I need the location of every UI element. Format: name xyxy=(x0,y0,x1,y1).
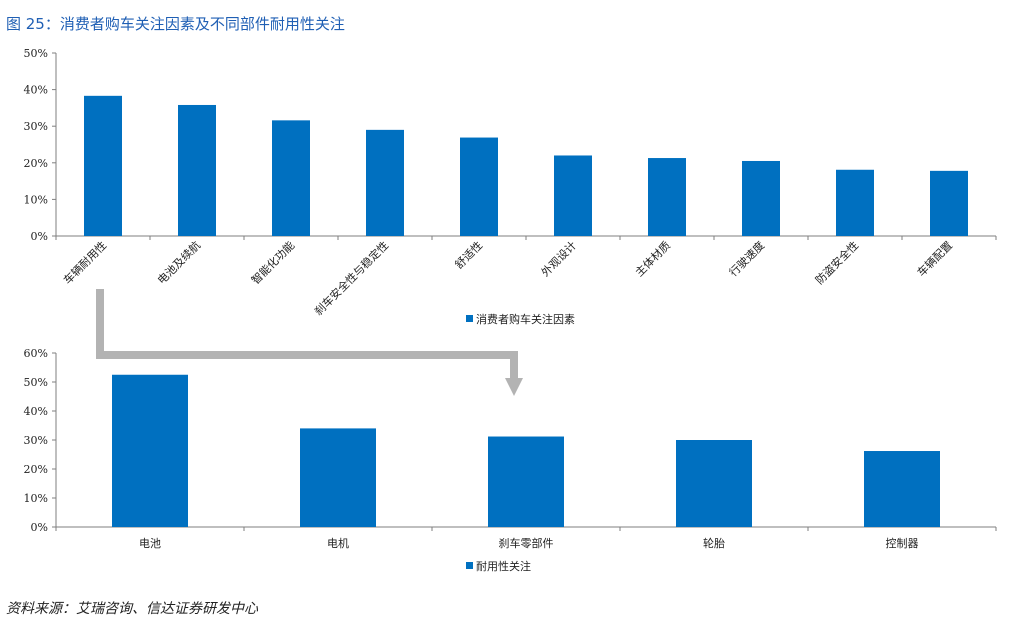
y-tick-label: 30% xyxy=(24,120,48,133)
x-category-label: 轮胎 xyxy=(703,536,725,550)
bar xyxy=(300,428,376,527)
bar xyxy=(460,137,498,236)
legend-label: 耐用性关注 xyxy=(476,559,531,573)
bar xyxy=(112,374,188,527)
figure-source: 资料来源：艾瑞咨询、信达证券研发中心 xyxy=(6,601,258,617)
x-category-label: 主体材质 xyxy=(632,238,673,279)
x-category-label: 智能化功能 xyxy=(248,238,297,287)
y-tick-label: 40% xyxy=(24,405,48,418)
figure-title: 图 25：消费者购车关注因素及不同部件耐用性关注 xyxy=(6,15,345,33)
y-tick-label: 0% xyxy=(31,230,48,243)
x-category-label: 行驶速度 xyxy=(726,238,767,279)
bar xyxy=(272,120,310,236)
bar xyxy=(836,169,874,236)
x-category-label: 刹车零部件 xyxy=(499,536,554,550)
top-bar-chart: 0% 10% 20% 30% 40% 50% 车辆耐用性 电池及续航 智能化功能 刹车安全性与稳定… xyxy=(24,47,997,326)
x-category-label: 车辆耐用性 xyxy=(60,238,109,287)
x-category-label: 车辆配置 xyxy=(914,238,955,279)
x-category-label: 外观设计 xyxy=(539,239,579,279)
y-tick-label: 50% xyxy=(24,376,48,389)
y-tick-label: 0% xyxy=(31,521,48,534)
bar xyxy=(84,95,122,237)
y-tick-label: 20% xyxy=(24,463,48,476)
bar xyxy=(366,129,404,236)
x-category-label: 电池 xyxy=(139,537,161,550)
y-tick-label: 50% xyxy=(24,47,48,60)
y-tick-label: 40% xyxy=(24,84,48,97)
bar xyxy=(742,160,780,236)
legend-swatch xyxy=(466,562,473,569)
bar xyxy=(930,170,968,236)
bar xyxy=(178,104,216,236)
y-tick-label: 10% xyxy=(24,492,48,505)
y-tick-label: 10% xyxy=(24,193,48,206)
x-category-label: 舒适性 xyxy=(452,238,485,271)
x-category-label: 防盗安全性 xyxy=(812,238,861,287)
bar xyxy=(554,155,592,236)
x-category-label: 刹车安全性与稳定性 xyxy=(311,238,391,318)
y-tick-label: 30% xyxy=(24,434,48,447)
x-category-label: 电机 xyxy=(327,536,349,550)
x-category-label: 电池及续航 xyxy=(154,238,203,287)
arrow-head xyxy=(505,378,523,396)
x-category-label: 控制器 xyxy=(886,536,919,550)
y-tick-label: 20% xyxy=(24,157,48,170)
legend-swatch xyxy=(466,315,473,322)
legend-label: 消费者购车关注因素 xyxy=(476,312,575,326)
connector-line xyxy=(96,289,518,378)
connector-arrow xyxy=(96,289,523,396)
bar xyxy=(864,451,940,527)
bar xyxy=(488,436,564,527)
bar xyxy=(676,440,752,527)
y-tick-label: 60% xyxy=(24,347,48,360)
bar xyxy=(648,158,686,236)
